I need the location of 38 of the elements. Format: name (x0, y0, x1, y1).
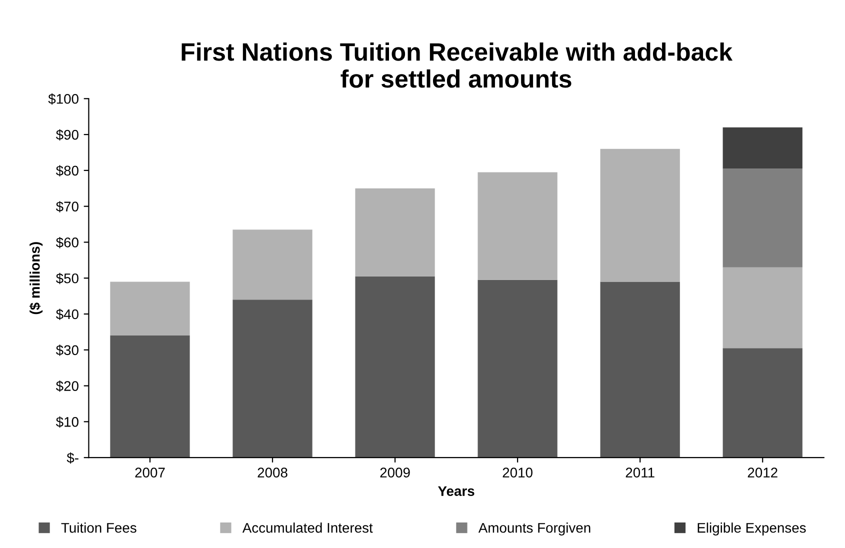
legend-label: Accumulated Interest (242, 522, 373, 533)
bar (110, 282, 190, 336)
legend-label: Eligible Expenses (698, 522, 806, 536)
bar (478, 172, 558, 280)
y-tick-label: $40 (56, 308, 78, 320)
legend-label: Tuition Fees (61, 522, 136, 533)
y-tick-label: $70 (56, 201, 78, 212)
bar (355, 188, 435, 276)
legend-label: Amounts Forgiven (478, 522, 590, 536)
x-tick-label: 2011 (626, 468, 654, 478)
bar (232, 300, 312, 458)
bar (110, 336, 190, 458)
x-tick-label: 2007 (135, 468, 165, 478)
x-tick-label: 2010 (502, 468, 532, 478)
bar (722, 348, 802, 458)
chart-title: First Nations Tuition Receivable with add-back for settled amounts (182, 42, 733, 88)
y-tick-label: $20 (56, 380, 78, 392)
x-axis-title: Years (438, 486, 474, 496)
bar (478, 280, 558, 458)
x-tick-label: 2009 (380, 468, 410, 478)
y-tick-label: $10 (56, 416, 78, 428)
bar (722, 127, 802, 169)
y-tick-label: $80 (56, 165, 78, 176)
bar (600, 148, 680, 282)
y-axis-title: ($ millions) (29, 242, 43, 314)
x-tick-label: 2008 (258, 468, 288, 478)
bar (355, 276, 435, 458)
bar (232, 230, 312, 300)
y-tick-label: $- (66, 452, 78, 464)
bar (722, 267, 802, 348)
y-tick-label: $100 (48, 93, 78, 105)
bar (600, 282, 680, 458)
bar (722, 168, 802, 268)
y-tick-label: $30 (56, 344, 78, 356)
y-tick-label: $50 (56, 272, 78, 284)
x-tick-label: 2012 (748, 468, 778, 478)
y-tick-label: $90 (56, 129, 78, 141)
y-tick-label: $60 (56, 236, 78, 248)
